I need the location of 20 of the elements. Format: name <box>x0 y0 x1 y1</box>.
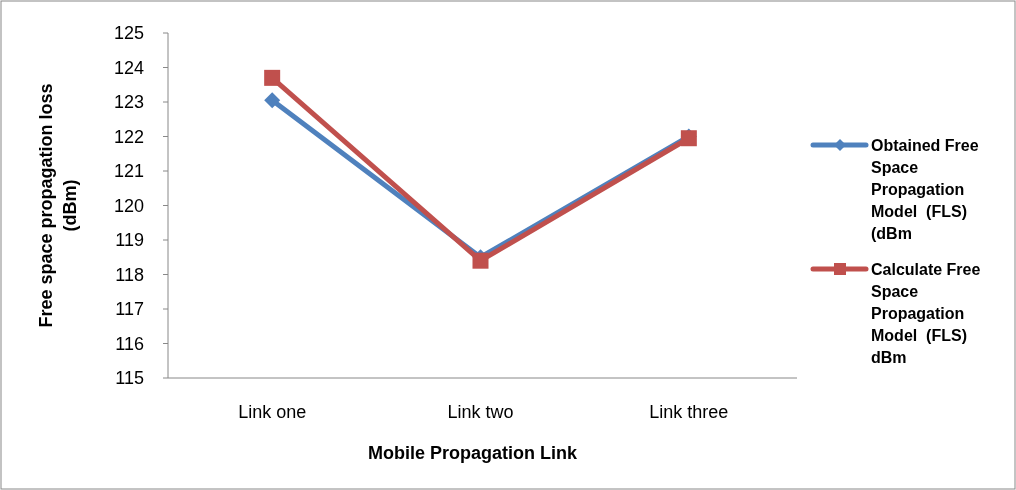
legend-label: Obtained Free Space Propagation Model (FLS) (dBm <box>871 137 979 242</box>
x-tick-label: Link one <box>238 402 307 422</box>
y-tick-label: 116 <box>115 333 144 354</box>
y-tick-label: 125 <box>113 23 144 44</box>
y-tick-label: 121 <box>113 161 144 182</box>
y-tick-label: 117 <box>115 299 144 320</box>
y-tick-label: 120 <box>113 195 144 216</box>
y-tick-label: 119 <box>115 230 144 251</box>
y-tick-label: 115 <box>115 368 144 389</box>
x-axis-title: Mobile Propagation Link <box>367 443 578 463</box>
y-tick-label: 123 <box>113 92 144 113</box>
point <box>264 92 281 109</box>
y-tick-label: 122 <box>113 126 144 147</box>
y-tick-label: 124 <box>113 57 144 78</box>
x-tick-label: Link two <box>447 402 514 422</box>
y-tick-label: 118 <box>115 264 144 285</box>
legend-label: Calculate Free Space Propagation Model (FLS) dBm <box>871 261 981 366</box>
y-axis-title: Free space propagation loss (dBm) <box>36 83 80 328</box>
x-tick-label: Link three <box>649 402 729 422</box>
point <box>264 69 281 86</box>
